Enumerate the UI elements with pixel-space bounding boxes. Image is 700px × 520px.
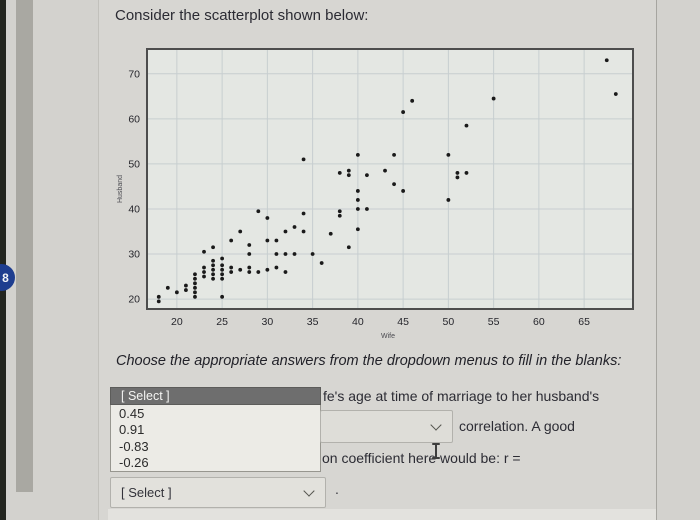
dropdown-option-1[interactable]: 0.91 bbox=[119, 422, 145, 438]
relationship-dropdown[interactable] bbox=[320, 410, 453, 443]
svg-text:20: 20 bbox=[171, 316, 183, 328]
svg-text:40: 40 bbox=[352, 316, 364, 328]
svg-text:Wife: Wife bbox=[381, 333, 395, 340]
svg-text:25: 25 bbox=[216, 316, 228, 328]
next-section-edge bbox=[108, 509, 656, 520]
svg-text:Husband: Husband bbox=[117, 175, 124, 203]
correlation-dropdown-options: 0.45 0.91 -0.83 -0.26 bbox=[110, 405, 321, 472]
scatterplot: 20 25 30 35 40 45 50 55 60 65 20 30 40 50 60 70 Wife Husb… bbox=[108, 48, 656, 348]
svg-text:55: 55 bbox=[488, 316, 500, 328]
svg-text:20: 20 bbox=[128, 294, 140, 306]
sentence-fragment-3: on coefficient here would be: r = bbox=[322, 450, 521, 466]
dropdown-option-0[interactable]: 0.45 bbox=[119, 405, 145, 421]
scrollbar[interactable] bbox=[16, 0, 33, 492]
svg-text:50: 50 bbox=[443, 316, 455, 328]
svg-text:70: 70 bbox=[128, 68, 140, 80]
chevron-down-icon bbox=[303, 485, 315, 497]
svg-text:35: 35 bbox=[307, 316, 319, 328]
notification-badge[interactable]: 8 bbox=[0, 264, 15, 291]
sentence-fragment-2: correlation. A good bbox=[459, 418, 575, 434]
content-right-border bbox=[656, 0, 657, 520]
svg-text:45: 45 bbox=[397, 316, 409, 328]
svg-text:40: 40 bbox=[128, 203, 140, 215]
svg-text:60: 60 bbox=[533, 316, 545, 328]
content-left-border bbox=[98, 0, 99, 520]
bottom-select-label: [ Select ] bbox=[121, 485, 172, 500]
svg-text:65: 65 bbox=[578, 316, 590, 328]
svg-text:50: 50 bbox=[128, 158, 140, 170]
dropdown-option-3[interactable]: -0.26 bbox=[119, 455, 149, 471]
instruction-text: Choose the appropriate answers from the … bbox=[116, 353, 622, 369]
question-title: Consider the scatterplot shown below: bbox=[115, 7, 369, 24]
dropdown-option-2[interactable]: -0.83 bbox=[119, 438, 149, 454]
badge-count: 8 bbox=[2, 270, 9, 285]
text-cursor-icon bbox=[430, 443, 442, 459]
correlation-dropdown-label: [ Select ] bbox=[121, 389, 170, 403]
scatterplot-svg: 20 25 30 35 40 45 50 55 60 65 20 30 40 50 60 70 Wife Husb… bbox=[117, 48, 634, 340]
correlation-dropdown-header[interactable]: [ Select ] bbox=[110, 387, 321, 405]
sentence-fragment-1: fe's age at time of marriage to her husb… bbox=[323, 388, 600, 404]
svg-text:30: 30 bbox=[128, 249, 140, 261]
bottom-select-dropdown[interactable]: [ Select ] bbox=[110, 477, 326, 508]
svg-text:30: 30 bbox=[262, 316, 274, 328]
window-edge bbox=[0, 0, 6, 520]
svg-text:60: 60 bbox=[128, 113, 140, 125]
chevron-down-icon bbox=[430, 419, 442, 431]
trailing-period: . bbox=[335, 481, 339, 497]
